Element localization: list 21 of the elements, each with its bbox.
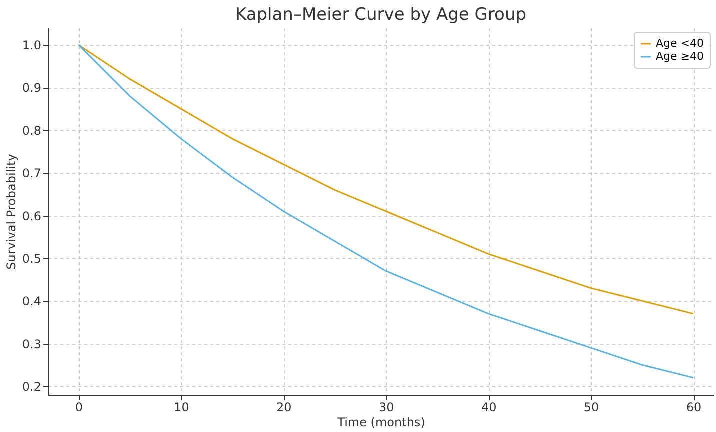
y-tick-label: 0.3 — [22, 337, 42, 352]
chart-title: Kaplan–Meier Curve by Age Group — [235, 5, 527, 25]
y-tick-label: 0.6 — [22, 209, 42, 224]
y-tick-label: 0.5 — [22, 252, 42, 266]
y-tick-label: 0.8 — [22, 124, 42, 138]
x-tick-label: 10 — [174, 400, 190, 414]
x-tick-label: 60 — [686, 400, 702, 414]
legend-label: Age <40 — [656, 37, 704, 50]
y-tick-label: 1.0 — [22, 38, 42, 53]
x-tick-label: 20 — [276, 400, 292, 414]
x-tick-label: 30 — [378, 400, 394, 414]
x-axis-title: Time (months) — [336, 416, 426, 430]
x-tick-label: 0 — [75, 400, 84, 414]
x-tick-label: 50 — [584, 400, 600, 414]
y-tick-label: 0.7 — [22, 166, 42, 181]
x-tick-label: 40 — [481, 400, 497, 414]
y-axis-title: Survival Probability — [4, 154, 18, 270]
y-tick-label: 0.4 — [22, 294, 42, 309]
legend-label: Age ≥40 — [656, 50, 704, 63]
y-tick-label: 0.9 — [22, 81, 42, 96]
y-tick-label: 0.2 — [22, 380, 42, 394]
